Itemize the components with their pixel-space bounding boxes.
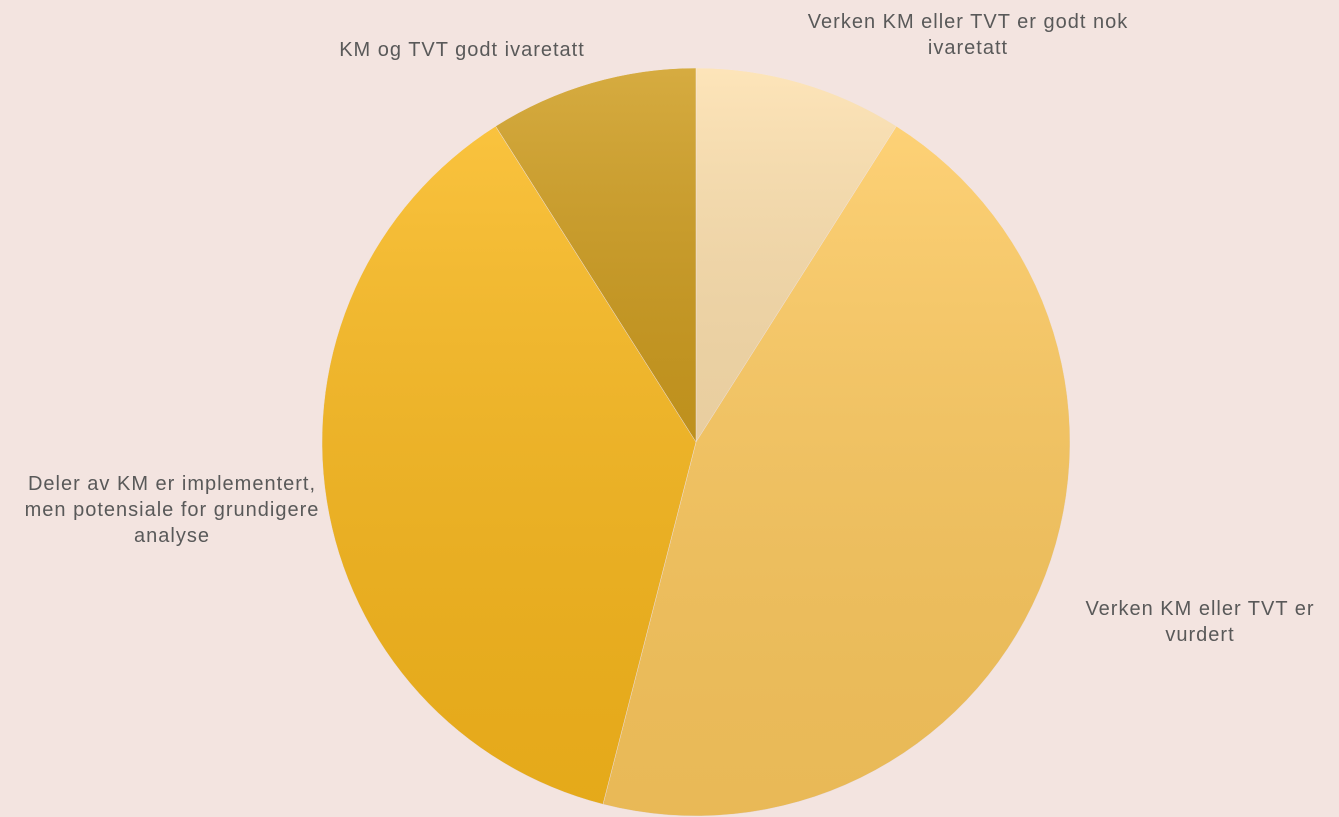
slice-label: KM og TVT godt ivaretatt [339,39,585,61]
slice-label: Verken KM eller TVT er vurdert [1085,598,1315,646]
slice-label: Deler av KM er implementert, men potensi… [24,473,320,547]
slice-label: Verken KM eller TVT er godt nok ivaretat… [807,11,1129,59]
